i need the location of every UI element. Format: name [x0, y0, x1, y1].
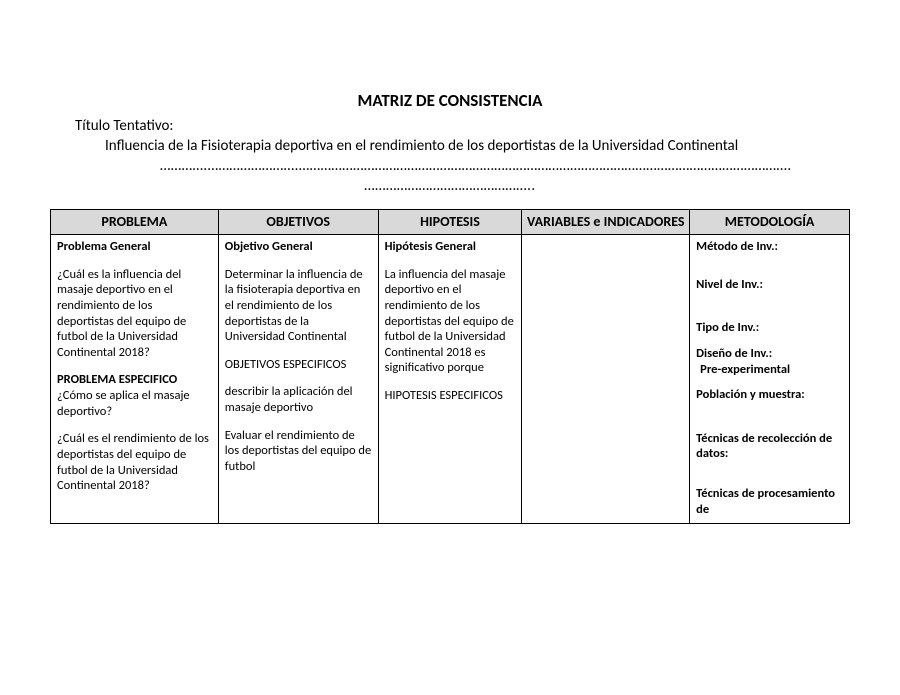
tipo-inv: Tipo de Inv.:: [696, 320, 843, 336]
main-title: MATRIZ DE CONSISTENCIA: [50, 90, 850, 111]
consistency-matrix-table: PROBLEMA OBJETIVOS HIPOTESIS VARIABLES e…: [50, 209, 850, 524]
table-body-row: Problema General ¿Cuál es la influencia …: [51, 235, 850, 524]
problema-especifico-heading: PROBLEMA ESPECIFICO: [57, 372, 212, 388]
objetivo-general-text: Determinar la influencia de la fisiotera…: [225, 267, 372, 345]
header-metodologia: METODOLOGÍA: [690, 210, 850, 235]
objetivo-especifico-1: describir la aplicación del masaje depor…: [225, 384, 372, 415]
header-variables: VARIABLES e INDICADORES: [522, 210, 690, 235]
problema-especifico-1: ¿Cómo se aplica el masaje deportivo?: [57, 388, 212, 419]
objetivo-general-heading: Objetivo General: [225, 239, 372, 255]
titulo-tentativo-label: Título Tentativo:: [50, 117, 850, 135]
metodo-inv: Método de Inv.:: [696, 239, 843, 255]
problema-general-text: ¿Cuál es la influencia del masaje deport…: [57, 267, 212, 361]
subtitle-text: Influencia de la Fisioterapia deportiva …: [50, 137, 850, 155]
nivel-inv: Nivel de Inv.:: [696, 277, 843, 293]
cell-problema: Problema General ¿Cuál es la influencia …: [51, 235, 219, 524]
diseno-inv: Diseño de Inv.:: [696, 346, 843, 362]
cell-objetivos: Objetivo General Determinar la influenci…: [218, 235, 378, 524]
header-hipotesis: HIPOTESIS: [378, 210, 522, 235]
poblacion-muestra: Población y muestra:: [696, 387, 843, 403]
hipotesis-general-heading: Hipótesis General: [385, 239, 516, 255]
header-objetivos: OBJETIVOS: [218, 210, 378, 235]
document-page: MATRIZ DE CONSISTENCIA Título Tentativo:…: [0, 0, 900, 524]
tecnicas-recoleccion: Técnicas de recolección de datos:: [696, 431, 843, 462]
objetivo-especifico-2: Evaluar el rendimiento de los deportista…: [225, 428, 372, 475]
problema-especifico-2: ¿Cuál es el rendimiento de los deportist…: [57, 431, 212, 494]
problema-general-heading: Problema General: [57, 239, 212, 255]
dotted-line-2: ………………………………………..: [50, 177, 850, 195]
header-problema: PROBLEMA: [51, 210, 219, 235]
cell-hipotesis: Hipótesis General La influencia del masa…: [378, 235, 522, 524]
hipotesis-general-text: La influencia del masaje deportivo en el…: [385, 267, 516, 376]
diseno-inv-sub: Pre-experimental: [700, 362, 843, 378]
hipotesis-especificos-heading: HIPOTESIS ESPECIFICOS: [385, 388, 516, 404]
cell-metodologia: Método de Inv.: Nivel de Inv.: Tipo de I…: [690, 235, 850, 524]
cell-variables: [522, 235, 690, 524]
table-header-row: PROBLEMA OBJETIVOS HIPOTESIS VARIABLES e…: [51, 210, 850, 235]
objetivos-especificos-heading: OBJETIVOS ESPECIFICOS: [225, 357, 372, 373]
dotted-line-1: ………….…………………….………………………………………………………………………: [50, 157, 850, 175]
tecnicas-procesamiento: Técnicas de procesamiento de: [696, 486, 843, 517]
